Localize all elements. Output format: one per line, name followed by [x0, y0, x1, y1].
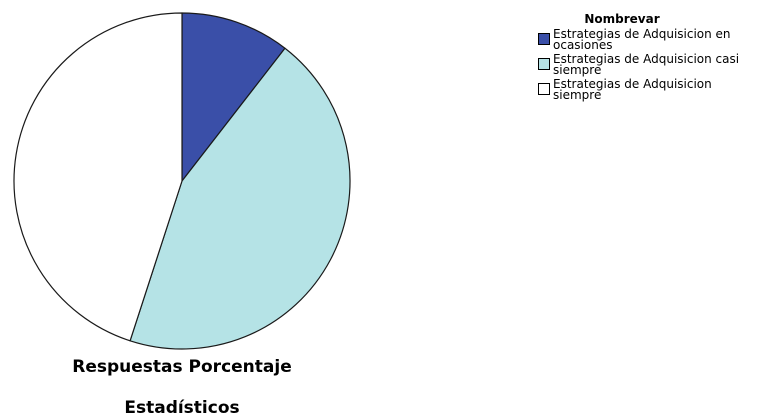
pie-slice-en-ocasiones	[181, 12, 286, 182]
legend-swatch-en-ocasiones	[538, 33, 550, 45]
legend-label-casi-siempre: Estrategias de Adquisicion casi siempre	[553, 52, 740, 77]
legend-item-en-ocasiones: Estrategias de Adquisicion en ocasiones	[538, 27, 768, 52]
chart-legend: Nombrevar Estrategias de Adquisicion en …	[538, 12, 768, 101]
legend-swatch-siempre	[538, 83, 550, 95]
legend-item-siempre: Estrategias de Adquisicion siempre	[538, 77, 768, 102]
chart-caption-secondary: Estadísticos	[124, 398, 240, 418]
legend-label-siempre: Estrategias de Adquisicion siempre	[553, 77, 712, 102]
legend-item-casi-siempre: Estrategias de Adquisicion casi siempre	[538, 52, 768, 77]
legend-title: Nombrevar	[584, 12, 660, 26]
chart-caption-primary: Respuestas Porcentaje	[72, 357, 292, 377]
legend-swatch-casi-siempre	[538, 58, 550, 70]
legend-label-en-ocasiones: Estrategias de Adquisicion en ocasiones	[553, 27, 731, 52]
pie-slice-siempre	[13, 12, 183, 342]
pie-slice-casi-siempre	[129, 47, 351, 350]
